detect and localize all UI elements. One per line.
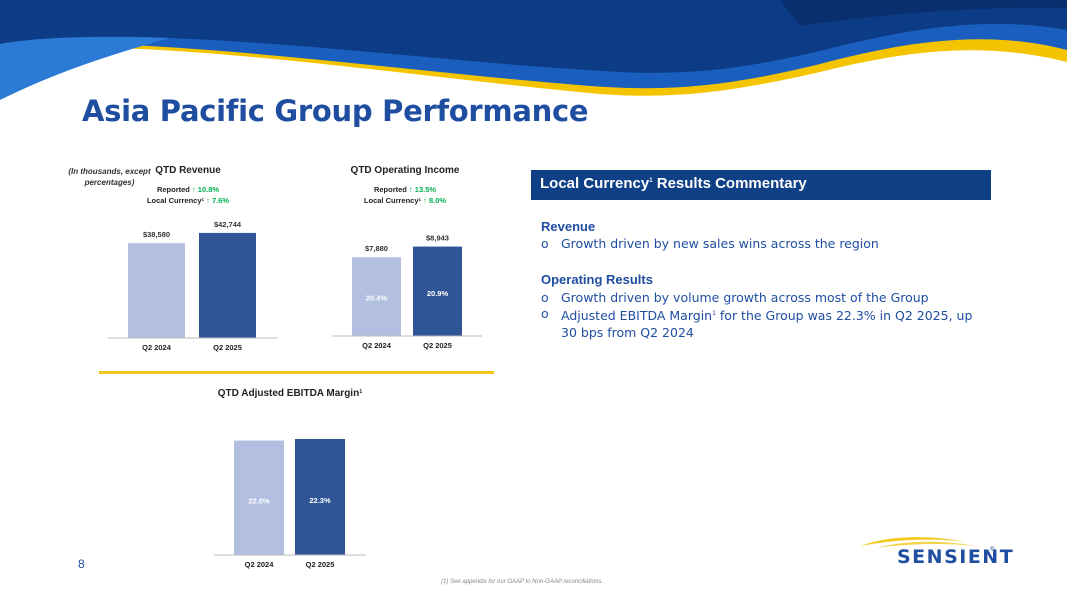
- svg-text:Reported ↑ 13.5%: Reported ↑ 13.5%: [374, 185, 436, 194]
- svg-text:Reported ↑ 10.8%: Reported ↑ 10.8%: [157, 185, 219, 194]
- operating-section-title: Operating Results: [541, 272, 653, 287]
- opinc-growth-local: Local Currency1 ↑ 8.0%: [364, 196, 446, 205]
- ebitda-inner-label-1: 22.3%: [309, 496, 331, 505]
- svg-text:Local Currency1 ↑ 7.6%: Local Currency1 ↑ 7.6%: [147, 196, 229, 205]
- ebitda-bar-0: [234, 440, 284, 555]
- ebitda-category-label-0: Q2 2024: [245, 560, 275, 569]
- opinc-value-label-1: $8,943: [426, 234, 449, 243]
- sensient-logo: SENSIENT ®: [856, 530, 1013, 575]
- revenue-chart: QTD Revenue Reported ↑ 10.8% Local Curre…: [108, 165, 278, 352]
- ebitda-bar-1: [295, 439, 345, 555]
- rev-bar-1: [199, 232, 256, 338]
- rev-category-label-0: Q2 2024: [142, 343, 172, 352]
- opinc-category-label-1: Q2 2025: [423, 341, 452, 350]
- ebitda-inner-label-0: 22.0%: [248, 497, 270, 506]
- revenue-chart-title: QTD Revenue: [155, 165, 221, 176]
- opinc-value-label-0: $7,880: [365, 244, 388, 253]
- opinc-bar-0: [352, 257, 401, 336]
- header-banner: [0, 0, 1067, 110]
- revenue-growth-reported: Reported ↑ 10.8%: [157, 185, 219, 194]
- page-number: 8: [78, 557, 85, 571]
- logo-swoosh-icon: [861, 537, 976, 548]
- opinc-growth-reported: Reported ↑ 13.5%: [374, 185, 436, 194]
- units-note: (In thousands, except percentages): [68, 167, 151, 187]
- commentary-header: Local Currency1 Results Commentary: [531, 170, 991, 200]
- revenue-bullet: o Growth driven by new sales wins across …: [541, 236, 879, 251]
- page-title: Asia Pacific Group Performance: [82, 94, 589, 128]
- opinc-chart-title: QTD Operating Income: [351, 165, 460, 176]
- ebitda-chart-title: QTD Adjusted EBITDA Margin1: [218, 388, 363, 399]
- rev-category-label-1: Q2 2025: [213, 343, 242, 352]
- revenue-growth-local: Local Currency1 ↑ 7.6%: [147, 196, 229, 205]
- operating-bullet-1: o Growth driven by volume growth across m…: [541, 290, 929, 305]
- ebitda-margin-chart: QTD Adjusted EBITDA Margin1 22.0% Q2 2024…: [214, 388, 366, 569]
- opinc-inner-label-1: 20.9%: [427, 289, 449, 298]
- opinc-bar-1: [413, 246, 462, 336]
- operating-bullet-2: o Adjusted EBITDA Margin1 for the Group w…: [541, 306, 973, 341]
- rev-bar-0: [128, 243, 185, 338]
- opinc-category-label-0: Q2 2024: [362, 341, 392, 350]
- operating-income-chart: QTD Operating Income Reported ↑ 13.5% Lo…: [332, 165, 482, 350]
- svg-text:Local Currency1 ↑ 8.0%: Local Currency1 ↑ 8.0%: [364, 196, 446, 205]
- revenue-section-title: Revenue: [541, 219, 596, 234]
- rev-value-label-1: $42,744: [214, 220, 242, 229]
- footnote: (1) See appendix for our GAAP to Non-GAA…: [441, 579, 603, 585]
- section-divider: [99, 371, 494, 374]
- ebitda-category-label-1: Q2 2025: [306, 560, 335, 569]
- opinc-inner-label-0: 20.4%: [366, 294, 388, 303]
- rev-value-label-0: $38,580: [143, 230, 170, 239]
